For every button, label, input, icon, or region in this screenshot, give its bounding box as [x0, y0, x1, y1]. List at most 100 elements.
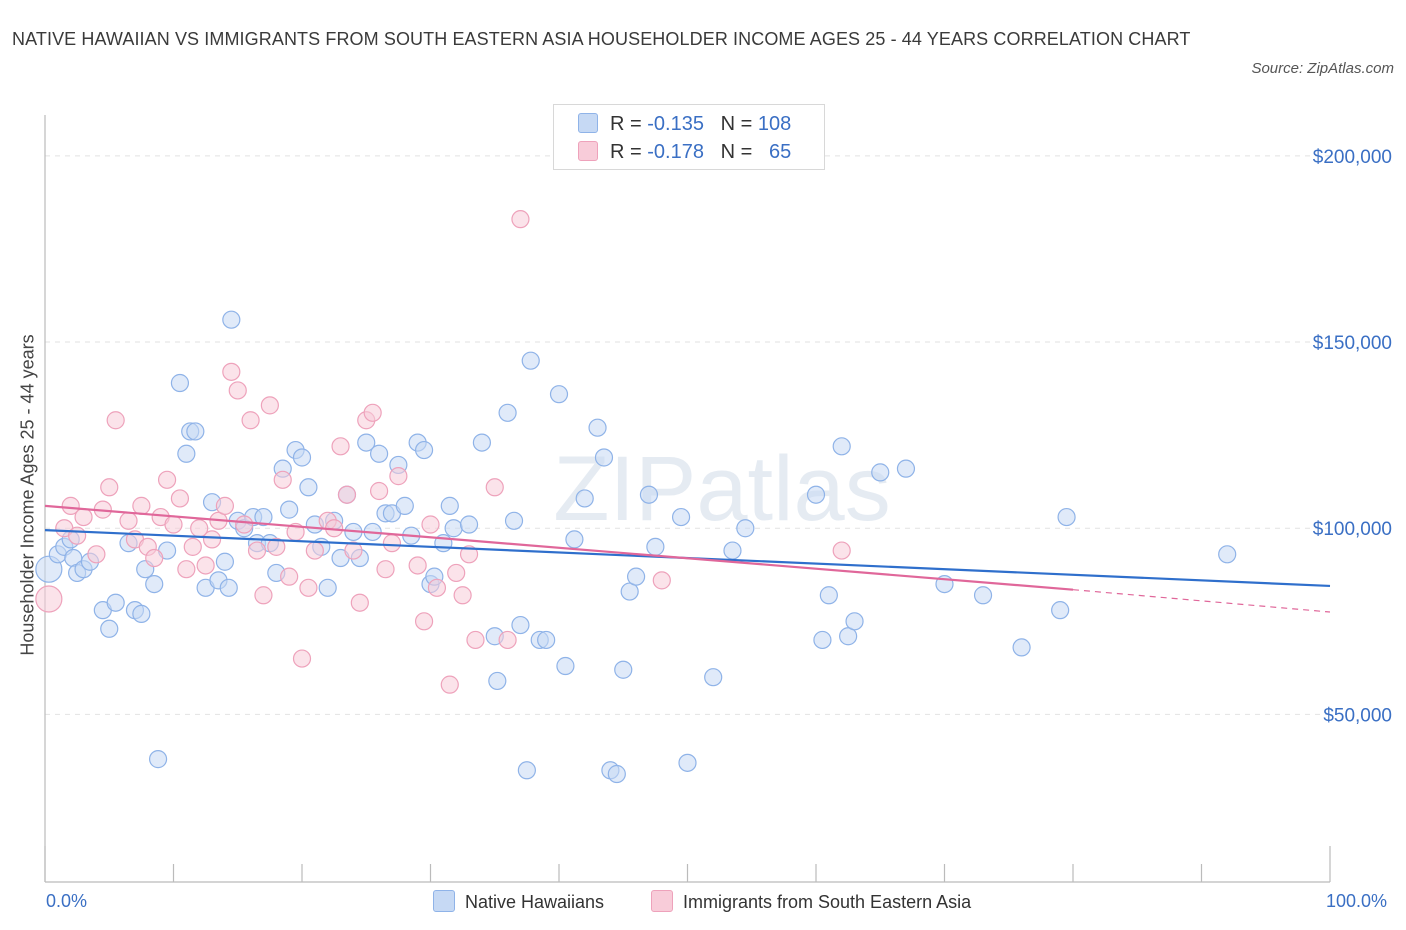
data-point: [215, 552, 234, 571]
x-tick-min: 0.0%: [46, 891, 88, 911]
data-point: [1051, 601, 1070, 620]
data-point: [183, 537, 202, 556]
data-point: [119, 511, 138, 530]
data-point: [421, 515, 440, 534]
data-point: [639, 485, 659, 504]
data-point: [652, 571, 671, 590]
data-point: [267, 537, 286, 556]
n-label: N =: [720, 141, 753, 163]
data-point: [819, 586, 838, 605]
data-point: [504, 511, 524, 530]
data-point: [594, 448, 614, 467]
data-point: [337, 485, 357, 504]
data-point: [427, 578, 447, 597]
legend-label: Native Hawaiians: [465, 892, 605, 912]
trend-lines: [44, 504, 1331, 613]
data-point: [607, 764, 626, 784]
legend-row-immigrants-sea: R = -0.178 N = 65: [578, 139, 791, 165]
data-point: [74, 507, 93, 527]
data-point: [318, 578, 337, 597]
data-point: [177, 560, 196, 579]
r-label: R =: [610, 141, 642, 163]
data-point: [537, 630, 556, 650]
trend-line: [44, 504, 1074, 591]
data-point: [132, 496, 151, 515]
data-point: [164, 515, 183, 534]
data-point: [35, 585, 63, 613]
data-point: [626, 567, 646, 586]
data-point: [331, 437, 350, 456]
data-point: [370, 481, 389, 501]
data-point: [440, 496, 459, 515]
data-point: [87, 545, 106, 564]
data-point: [704, 668, 723, 687]
data-point: [459, 545, 479, 564]
data-point: [100, 619, 119, 638]
trend-line-extension: [1072, 589, 1331, 613]
data-point: [806, 485, 826, 504]
data-point: [896, 459, 916, 478]
data-point: [832, 437, 851, 456]
data-point: [382, 534, 402, 553]
data-point: [973, 586, 993, 605]
data-point: [440, 675, 459, 694]
data-point: [357, 433, 376, 452]
data-point: [132, 604, 151, 623]
data-point: [871, 463, 890, 482]
data-point: [196, 556, 215, 575]
data-point: [453, 586, 472, 605]
data-point: [292, 448, 312, 467]
n-label: N =: [720, 113, 753, 135]
data-point: [646, 537, 665, 556]
data-point: [459, 515, 479, 534]
data-point: [280, 567, 299, 586]
data-point: [145, 574, 164, 594]
data-point: [145, 548, 164, 568]
data-point: [170, 373, 190, 393]
data-point: [472, 433, 491, 452]
pink-swatch: [651, 890, 673, 912]
data-point: [177, 444, 196, 463]
data-point: [447, 563, 466, 583]
data-point: [222, 362, 241, 381]
legend-native-hawaiians: Native Hawaiians: [433, 890, 604, 913]
data-point: [148, 750, 168, 769]
y-tick-label: $150,000: [1313, 333, 1392, 354]
axes: [44, 115, 1331, 883]
data-point: [68, 526, 87, 545]
blue-swatch: [433, 890, 455, 912]
data-point: [511, 615, 530, 635]
n-value: 108: [757, 113, 792, 135]
data-point: [273, 470, 292, 489]
data-point: [254, 507, 273, 527]
data-point: [61, 496, 80, 515]
data-point: [1057, 507, 1076, 527]
r-label: R =: [610, 113, 642, 135]
data-point: [241, 411, 260, 430]
data-point: [222, 310, 241, 329]
r-value: -0.178: [647, 141, 704, 163]
blue-swatch: [578, 113, 598, 133]
data-point: [723, 541, 742, 560]
n-value: 65: [769, 141, 792, 163]
data-point: [414, 440, 434, 460]
data-point: [845, 612, 864, 631]
data-point: [671, 507, 691, 527]
data-point: [350, 593, 369, 612]
data-point: [1012, 638, 1031, 657]
data-point: [219, 578, 238, 597]
data-point: [498, 630, 517, 650]
data-point: [498, 403, 517, 422]
data-point: [678, 753, 697, 772]
data-point: [235, 515, 254, 534]
data-point: [100, 478, 119, 497]
y-tick-labels: $50,000 $100,000 $150,000 $200,000: [1313, 147, 1392, 727]
data-point: [344, 541, 363, 560]
data-point: [1218, 545, 1237, 564]
data-point: [157, 470, 177, 489]
data-point: [556, 656, 575, 676]
data-point: [215, 496, 234, 515]
data-point: [280, 500, 299, 519]
y-tick-label: $100,000: [1313, 519, 1392, 540]
